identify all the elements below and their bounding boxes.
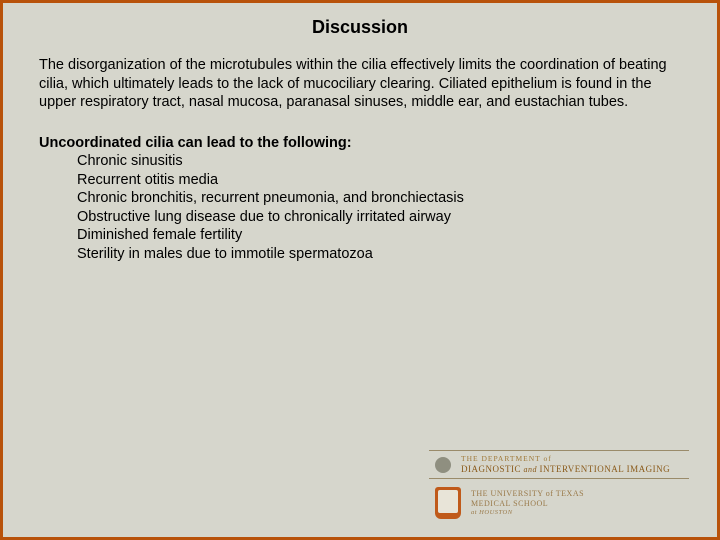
list-lead: Uncoordinated cilia can lead to the foll… — [39, 135, 352, 151]
department-text: THE DEPARTMENT of DIAGNOSTIC and INTERVE… — [461, 455, 670, 474]
list-item: Diminished female fertility — [77, 226, 681, 245]
list-item: Chronic bronchitis, recurrent pneumonia,… — [77, 189, 681, 208]
ut-line1: THE UNIVERSITY of TEXAS — [471, 489, 584, 499]
list-item: Sterility in males due to immotile sperm… — [77, 245, 681, 264]
footer-logos: THE DEPARTMENT of DIAGNOSTIC and INTERVE… — [429, 450, 689, 521]
intro-paragraph: The disorganization of the microtubules … — [39, 56, 681, 112]
dept-word: DIAGNOSTIC — [461, 464, 521, 474]
consequence-list: Chronic sinusitis Recurrent otitis media… — [39, 152, 681, 263]
list-item: Chronic sinusitis — [77, 152, 681, 171]
university-text: THE UNIVERSITY of TEXAS MEDICAL SCHOOL a… — [471, 489, 584, 517]
department-icon — [435, 457, 451, 473]
ut-line3: at HOUSTON — [471, 509, 584, 517]
ut-seal-icon — [435, 487, 461, 519]
dept-and: and — [521, 465, 540, 474]
list-item: Obstructive lung disease due to chronica… — [77, 208, 681, 227]
list-item: Recurrent otitis media — [77, 171, 681, 190]
list-block: Uncoordinated cilia can lead to the foll… — [39, 134, 681, 264]
slide-body: The disorganization of the microtubules … — [3, 56, 717, 263]
university-logo: THE UNIVERSITY of TEXAS MEDICAL SCHOOL a… — [429, 485, 689, 521]
ut-line2: MEDICAL SCHOOL — [471, 499, 584, 509]
slide-title: Discussion — [3, 3, 717, 56]
dept-line2: DIAGNOSTIC and INTERVENTIONAL IMAGING — [461, 464, 670, 474]
department-logo: THE DEPARTMENT of DIAGNOSTIC and INTERVE… — [429, 450, 689, 479]
dept-word: INTERVENTIONAL IMAGING — [540, 464, 671, 474]
dept-line1: THE DEPARTMENT of — [461, 455, 670, 464]
